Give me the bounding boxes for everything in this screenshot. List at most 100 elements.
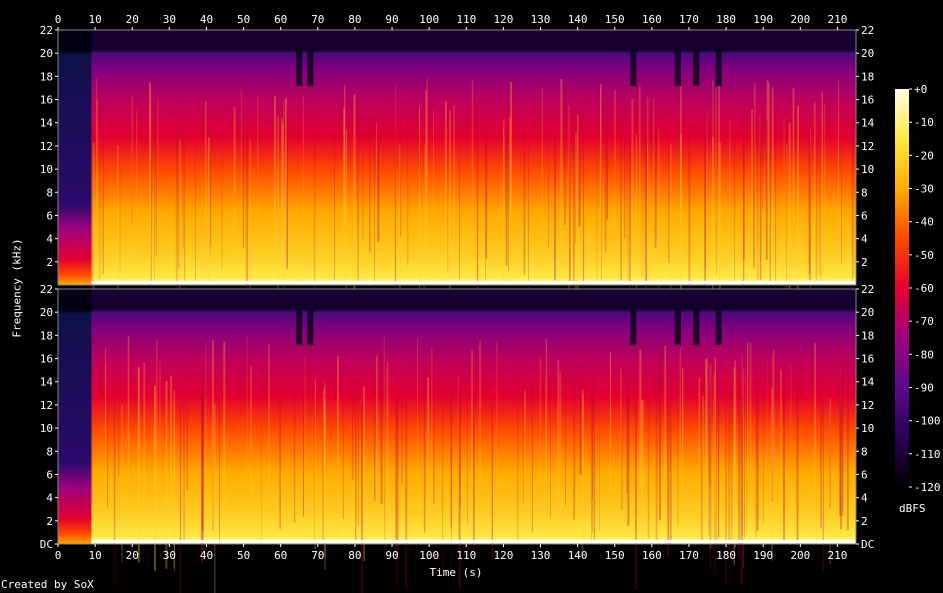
- texture-streak: [249, 138, 251, 333]
- texture-streak: [337, 355, 339, 538]
- texture-streak: [659, 350, 661, 520]
- texture-streak: [286, 109, 288, 269]
- texture-streak: [841, 130, 842, 264]
- texture-streak: [762, 81, 763, 212]
- y-tick-label-right: 2: [861, 256, 868, 269]
- texture-streak: [591, 375, 594, 533]
- texture-streak: [709, 363, 712, 549]
- texture-streak: [550, 346, 551, 518]
- texture-streak: [102, 110, 104, 275]
- texture-streak: [560, 79, 563, 259]
- texture-streak: [620, 369, 622, 504]
- texture-streak: [715, 88, 717, 222]
- texture-streak: [573, 144, 575, 335]
- texture-streak: [765, 119, 768, 260]
- texture-streak: [148, 82, 151, 276]
- x-tick-label-top: 100: [419, 13, 439, 26]
- texture-streak: [851, 124, 852, 255]
- dip-region: [630, 309, 637, 346]
- texture-streak: [775, 115, 777, 299]
- texture-streak: [143, 362, 146, 515]
- texture-streak: [507, 137, 510, 272]
- texture-streak: [766, 358, 768, 539]
- texture-streak: [399, 145, 401, 345]
- texture-streak: [700, 397, 703, 540]
- x-axis-label: Time (s): [429, 566, 483, 579]
- y-tick-label-right: 16: [861, 353, 874, 366]
- texture-streak: [705, 95, 706, 271]
- texture-streak: [105, 363, 107, 495]
- texture-streak: [127, 335, 130, 479]
- texture-streak: [209, 119, 211, 256]
- texture-streak: [531, 349, 534, 533]
- colorbar-tick-label: -30: [914, 183, 934, 196]
- texture-streak: [745, 376, 747, 541]
- texture-streak: [792, 87, 795, 223]
- texture-streak: [759, 120, 761, 305]
- dip-region: [674, 50, 681, 87]
- texture-streak: [96, 100, 98, 233]
- texture-streak: [680, 86, 682, 263]
- colorbar-scale: [895, 89, 909, 487]
- texture-streak: [324, 382, 326, 557]
- texture-streak: [344, 84, 346, 223]
- texture-streak: [212, 340, 214, 523]
- texture-streak: [581, 389, 584, 558]
- y-tick-label-right: 8: [861, 186, 868, 199]
- texture-streak: [491, 402, 493, 561]
- dip-region: [674, 309, 681, 346]
- y-tick-label-left: 8: [46, 186, 53, 199]
- texture-streak: [771, 388, 773, 561]
- x-tick-label-bottom: 110: [456, 549, 476, 562]
- texture-streak: [820, 143, 822, 342]
- texture-streak: [473, 392, 475, 548]
- texture-streak: [708, 386, 710, 536]
- x-tick-label-bottom: 170: [679, 549, 699, 562]
- texture-streak: [641, 79, 643, 277]
- y-tick-label-right: 20: [861, 306, 874, 319]
- colorbar-tick-label: -70: [914, 315, 934, 328]
- texture-streak: [591, 395, 593, 547]
- texture-streak: [596, 133, 598, 322]
- texture-streak: [579, 337, 582, 475]
- texture-streak: [205, 341, 207, 484]
- texture-streak: [400, 87, 402, 237]
- texture-streak: [510, 82, 513, 216]
- texture-streak: [374, 352, 376, 501]
- x-tick-label-top: 130: [531, 13, 551, 26]
- x-tick-label-top: 200: [790, 13, 810, 26]
- texture-streak: [780, 369, 782, 520]
- y-tick-label-left: 10: [40, 163, 53, 176]
- texture-streak: [345, 129, 348, 323]
- x-tick-label-bottom: 150: [605, 549, 625, 562]
- texture-streak: [383, 336, 385, 493]
- x-tick-label-bottom: 50: [237, 549, 250, 562]
- texture-streak: [260, 377, 262, 556]
- credit-text: Created by SoX: [1, 578, 94, 591]
- texture-streak: [545, 338, 547, 483]
- texture-streak: [200, 368, 203, 564]
- texture-streak: [119, 138, 121, 275]
- texture-streak: [709, 382, 712, 570]
- texture-streak: [820, 389, 823, 529]
- x-tick-label-top: 140: [568, 13, 588, 26]
- y-tick-label-left: 16: [40, 353, 53, 366]
- x-tick-label-bottom: 0: [55, 549, 62, 562]
- texture-streak: [281, 118, 283, 265]
- texture-streak: [592, 358, 593, 499]
- texture-streak: [706, 358, 708, 532]
- texture-streak: [677, 343, 679, 527]
- texture-streak: [705, 358, 707, 521]
- texture-streak: [783, 117, 785, 303]
- texture-streak: [394, 129, 397, 316]
- texture-streak: [718, 142, 721, 291]
- dip-region: [296, 50, 303, 87]
- texture-streak: [578, 83, 581, 227]
- texture-streak: [600, 136, 602, 319]
- x-tick-label-bottom: 60: [274, 549, 287, 562]
- texture-streak: [395, 83, 396, 226]
- texture-streak: [223, 341, 226, 506]
- texture-streak: [496, 341, 498, 504]
- texture-streak: [609, 351, 612, 502]
- texture-streak: [659, 380, 661, 522]
